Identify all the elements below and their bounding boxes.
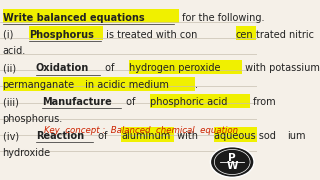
Text: P: P <box>228 153 236 163</box>
Text: is treated with con: is treated with con <box>103 30 197 40</box>
Text: phosphorus.: phosphorus. <box>3 114 63 124</box>
Text: Key  concept :  Balanced  chemical  equation: Key concept : Balanced chemical equation <box>44 126 238 135</box>
FancyBboxPatch shape <box>29 26 103 40</box>
Text: (iii): (iii) <box>3 97 21 107</box>
Text: with potassium: with potassium <box>242 63 319 73</box>
Text: cen: cen <box>236 30 253 40</box>
Text: trated nitric: trated nitric <box>256 30 314 40</box>
Text: of: of <box>102 63 117 73</box>
Text: aluminum: aluminum <box>121 131 171 141</box>
Text: (ii): (ii) <box>3 63 19 73</box>
Text: of: of <box>124 97 139 107</box>
FancyBboxPatch shape <box>3 77 82 91</box>
FancyBboxPatch shape <box>150 94 250 108</box>
Text: aqueous sod: aqueous sod <box>214 131 276 141</box>
FancyBboxPatch shape <box>82 77 195 91</box>
Text: acid.: acid. <box>3 46 26 57</box>
Text: Phosphorus: Phosphorus <box>29 30 94 40</box>
Text: in acidic medium: in acidic medium <box>82 80 169 90</box>
Text: (iv): (iv) <box>3 131 22 141</box>
FancyBboxPatch shape <box>214 127 287 142</box>
Text: ium: ium <box>287 131 306 141</box>
Text: Manufacture: Manufacture <box>43 97 112 107</box>
Text: for the following.: for the following. <box>179 13 265 23</box>
FancyBboxPatch shape <box>121 127 174 142</box>
Text: Oxidation: Oxidation <box>36 63 89 73</box>
Text: Reaction: Reaction <box>36 131 84 141</box>
Text: hydroxide: hydroxide <box>3 148 51 158</box>
Text: from: from <box>250 97 275 107</box>
Text: .: . <box>195 80 198 90</box>
Circle shape <box>210 147 254 177</box>
Text: permanganate: permanganate <box>3 80 75 90</box>
Text: phosphoric acid: phosphoric acid <box>150 97 228 107</box>
Text: hydrogen peroxide: hydrogen peroxide <box>129 63 220 73</box>
Text: Write balanced equations: Write balanced equations <box>3 13 144 23</box>
Text: of: of <box>95 131 110 141</box>
Text: with: with <box>174 131 202 141</box>
FancyBboxPatch shape <box>236 26 256 40</box>
FancyBboxPatch shape <box>129 60 242 74</box>
FancyBboxPatch shape <box>3 9 179 23</box>
Text: (i): (i) <box>3 30 16 40</box>
Text: W: W <box>227 161 238 171</box>
